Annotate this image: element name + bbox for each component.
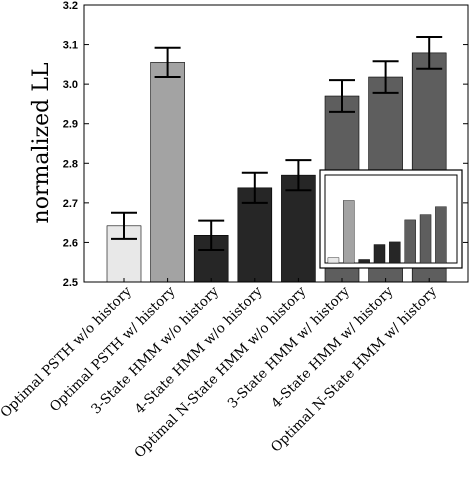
inset-bar-6 (404, 219, 416, 264)
error-bar-1 (111, 211, 137, 240)
error-bar-7 (372, 60, 399, 94)
y-tick-label-6: 3.0 (63, 79, 78, 91)
inset-bar-3 (358, 259, 370, 264)
inset-bar-4 (373, 244, 386, 264)
bar-5 (281, 174, 316, 283)
error-bar-6 (329, 79, 355, 113)
y-tick-label-7: 3.1 (63, 40, 78, 52)
inset-bar-2 (343, 200, 355, 264)
error-bar-2 (154, 46, 181, 79)
y-tick-label-1: 2.5 (63, 277, 78, 289)
inset-bar-8 (435, 206, 447, 264)
y-tick-label-4: 2.8 (63, 158, 78, 170)
inset-bar-7 (419, 214, 432, 264)
y-axis-label: normalized LL (29, 62, 54, 223)
error-bar-3 (198, 219, 225, 251)
plot-frame (83, 4, 469, 283)
inset-bar-1 (327, 257, 340, 264)
y-tick-label-2: 2.6 (63, 237, 78, 249)
y-tick-label-8: 3.2 (63, 0, 78, 12)
error-bar-4 (241, 171, 268, 204)
y-tick-label-3: 2.7 (63, 198, 78, 210)
inset-bar-5 (389, 241, 401, 264)
error-bar-5 (285, 159, 312, 192)
error-bar-8 (416, 36, 443, 70)
y-tick-label-5: 2.9 (63, 119, 78, 131)
bar-2 (150, 62, 185, 283)
